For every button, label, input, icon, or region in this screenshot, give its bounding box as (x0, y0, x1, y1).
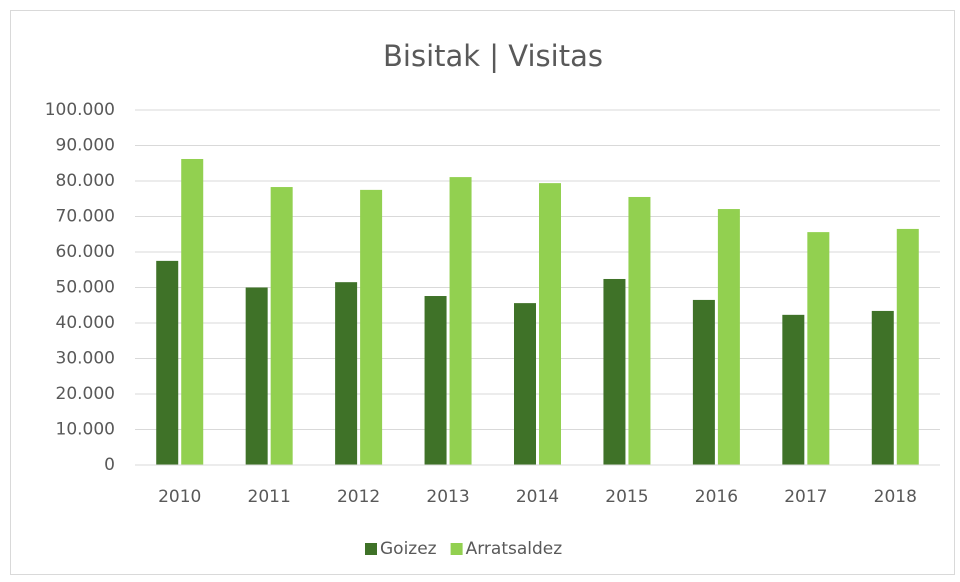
bar (807, 232, 830, 465)
x-tick-label: 2013 (426, 487, 469, 507)
legend-swatch (450, 543, 463, 555)
y-tick-label: 30.000 (56, 349, 115, 369)
y-tick-label: 70.000 (56, 207, 115, 227)
x-tick-label: 2016 (695, 487, 738, 507)
x-tick-label: 2014 (516, 487, 559, 507)
y-tick-label: 0 (104, 455, 115, 475)
x-tick-label: 2015 (605, 487, 648, 507)
bar (871, 310, 894, 465)
y-tick-label: 100.000 (45, 100, 115, 120)
bar (449, 177, 472, 465)
x-tick-label: 2010 (158, 487, 201, 507)
y-tick-label: 10.000 (56, 420, 115, 440)
bar (514, 303, 536, 465)
legend-label: Arratsaldez (466, 539, 563, 559)
y-tick-label: 20.000 (56, 384, 115, 404)
y-tick-label: 60.000 (56, 242, 115, 262)
legend-label: Goizez (380, 539, 437, 559)
bar (270, 187, 293, 465)
bar (603, 278, 626, 465)
bar (692, 299, 715, 465)
bar (896, 228, 919, 465)
x-tick-label: 2017 (784, 487, 827, 507)
x-tick-label: 2012 (337, 487, 380, 507)
bar (181, 158, 204, 466)
chart-title: Bisitak | Visitas (383, 39, 603, 73)
bar (424, 296, 447, 465)
bar (782, 314, 805, 465)
y-tick-label: 50.000 (56, 278, 115, 298)
bar (539, 183, 561, 465)
bar (628, 196, 651, 465)
x-tick-label: 2011 (248, 487, 291, 507)
legend-swatch (365, 543, 377, 555)
bar (335, 282, 358, 465)
y-tick-label: 90.000 (56, 136, 115, 156)
x-tick-label: 2018 (874, 487, 917, 507)
y-tick-label: 80.000 (56, 171, 115, 191)
bar (156, 260, 179, 465)
bar (245, 287, 268, 465)
bar (717, 209, 740, 465)
y-tick-label: 40.000 (56, 313, 115, 333)
bar (360, 189, 383, 465)
